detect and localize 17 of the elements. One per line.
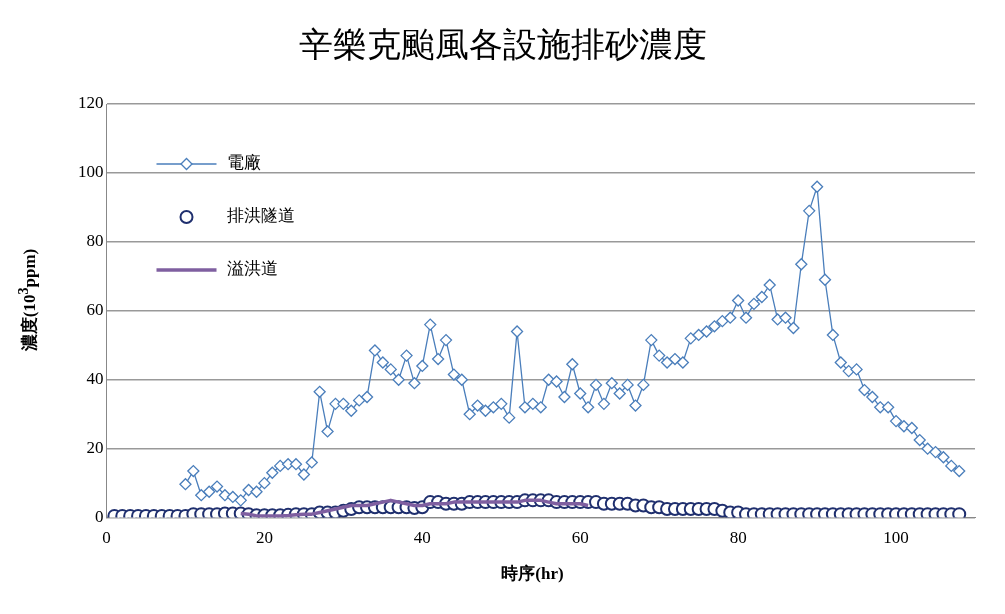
y-tick-label: 100 xyxy=(78,162,104,182)
y-tick-label: 80 xyxy=(86,231,104,251)
y-tick-label: 0 xyxy=(95,507,104,527)
y-tick-label: 60 xyxy=(86,300,104,320)
x-tick-label: 100 xyxy=(883,528,909,548)
legend-label: 排洪隧道 xyxy=(226,206,295,226)
y-tick-label: 20 xyxy=(86,438,104,458)
x-tick-label: 60 xyxy=(571,528,589,548)
legend-label: 電廠 xyxy=(226,153,261,173)
chart-title: 辛樂克颱風各設施排砂濃度 xyxy=(297,25,708,65)
y-tick-label: 40 xyxy=(86,369,104,389)
x-axis-title: 時序(hr) xyxy=(500,563,565,585)
y-tick-label: 120 xyxy=(78,93,104,113)
x-tick-label: 20 xyxy=(255,528,273,548)
x-tick-label: 80 xyxy=(729,528,747,548)
x-tick-label: 40 xyxy=(413,528,431,548)
legend-label: 溢洪道 xyxy=(226,259,278,279)
